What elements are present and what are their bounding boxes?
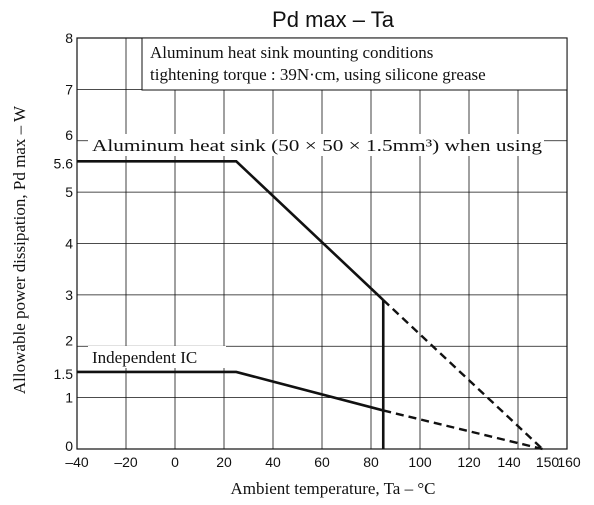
y-tick-label: 5	[65, 184, 73, 200]
y-tick-label: 3	[65, 287, 73, 303]
x-tick-label: –20	[114, 454, 138, 470]
series-2-label: Independent IC	[92, 348, 197, 367]
chart-title: Pd max – Ta	[272, 7, 395, 32]
conditions-line-1: Aluminum heat sink mounting conditions	[150, 43, 433, 62]
x-tick-label: 120	[457, 454, 481, 470]
series-2-dashed-line	[382, 409, 543, 451]
y-tick-label: 8	[65, 30, 73, 46]
series-1-label: Aluminum heat sink (50 × 50 × 1.5mm³) wh…	[92, 136, 543, 155]
series-2-solid-line	[77, 370, 384, 412]
y-tick-labels: 0 1 1.5 2 3 4 5 5.6 6 7 8	[54, 30, 74, 454]
x-tick-label: 140	[497, 454, 521, 470]
y-tick-label: 7	[65, 81, 73, 97]
x-tick-label: 20	[216, 454, 232, 470]
series-2-label-background	[88, 346, 226, 368]
y-tick-label: 4	[65, 236, 73, 252]
conditions-line-2: tightening torque : 39N·cm, using silico…	[150, 65, 486, 84]
y-tick-label: 2	[65, 332, 73, 348]
series-1-dashed-line	[382, 299, 544, 450]
x-tick-label: 160	[557, 454, 581, 470]
x-tick-label: 60	[314, 454, 330, 470]
x-tick-label: 0	[171, 454, 179, 470]
y-tick-label: 1.5	[54, 366, 74, 382]
y-tick-label: 0	[65, 438, 73, 454]
y-axis-label: Allowable power dissipation, Pd max – W	[10, 105, 29, 394]
annotations: Aluminum heat sink mounting conditions ti…	[88, 37, 568, 368]
series-lines	[77, 160, 544, 451]
y-tick-label: 5.6	[54, 155, 74, 171]
y-tick-label: 6	[65, 127, 73, 143]
y-tick-label: 1	[65, 390, 73, 406]
conditions-box	[141, 37, 568, 91]
x-tick-label: 150	[536, 454, 560, 470]
x-tick-label: 80	[363, 454, 379, 470]
series-1-solid-line	[77, 160, 385, 301]
series-1-label-background	[88, 134, 544, 156]
x-axis-label: Ambient temperature, Ta – °C	[231, 479, 436, 498]
x-tick-label: 100	[408, 454, 432, 470]
x-tick-label: –40	[65, 454, 89, 470]
x-tick-label: 40	[265, 454, 281, 470]
